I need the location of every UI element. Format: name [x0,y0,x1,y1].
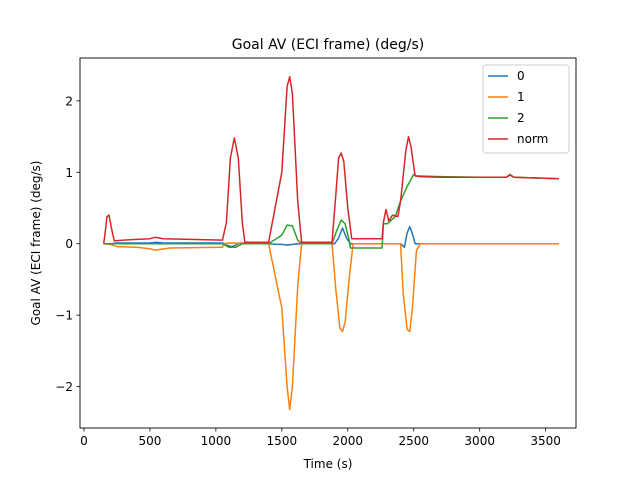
y-axis-label: Goal AV (ECI frame) (deg/s) [29,161,43,326]
series-layer [102,75,559,411]
y-axis-ticks: −2 −1 0 1 2 [55,94,80,394]
y-tick-label: 0 [65,237,73,251]
x-tick-label: 1500 [267,434,298,448]
legend-label-norm: norm [517,132,548,146]
x-tick-label: 0 [80,434,88,448]
x-tick-label: 2500 [398,434,429,448]
legend-label-0: 0 [517,69,525,83]
series-line-1 [103,242,559,411]
x-tick-label: 500 [138,434,161,448]
x-axis-ticks: 0 500 1000 1500 2000 2500 3000 3500 [80,428,561,448]
plot-area [79,57,577,429]
legend-box [482,64,570,154]
legend: 0 1 2 norm [482,64,570,154]
legend-label-2: 2 [517,111,525,125]
x-tick-label: 3500 [530,434,561,448]
chart-title: Goal AV (ECI frame) (deg/s) [232,37,424,53]
x-axis-label: Time (s) [303,457,353,471]
series-line-norm [102,75,559,244]
x-tick-label: 1000 [201,434,232,448]
legend-label-1: 1 [517,90,525,104]
x-tick-label: 3000 [464,434,495,448]
x-tick-label: 2000 [333,434,364,448]
y-tick-label: 1 [65,166,73,180]
y-tick-label: 2 [65,94,73,108]
series-line-2 [103,173,559,249]
axes-frame [79,57,577,429]
y-tick-label: −2 [55,380,73,394]
y-tick-label: −1 [55,309,73,323]
